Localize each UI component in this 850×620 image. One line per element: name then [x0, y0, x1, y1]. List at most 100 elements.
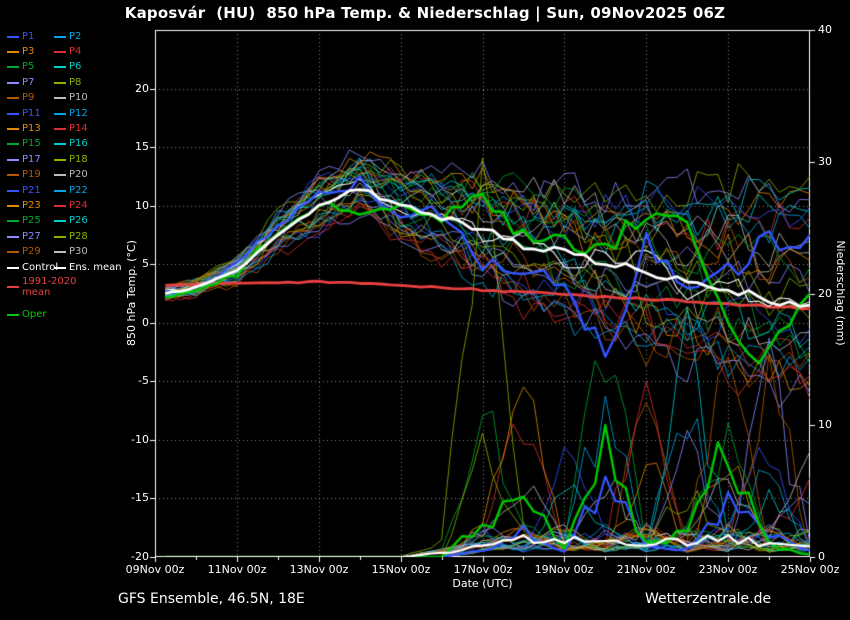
legend-member-P6: P6 — [54, 62, 101, 72]
legend-line-swatch — [7, 81, 19, 84]
temp-tick-label: -10 — [131, 433, 149, 446]
legend-row: P21 P22 — [7, 183, 132, 198]
chart-title: Kaposvár (HU) 850 hPa Temp. & Niederschl… — [124, 4, 726, 22]
legend-line-swatch — [54, 220, 66, 223]
legend-member-P7: P7 — [7, 77, 54, 88]
legend-line-swatch — [7, 51, 19, 54]
legend-row: P23 P24 — [7, 198, 132, 213]
legend-member-P19-label: P19 — [22, 169, 41, 181]
legend-member-P26-label: P26 — [69, 215, 88, 227]
legend-member-P28-label: P28 — [69, 230, 88, 242]
legend-line-swatch — [7, 266, 19, 269]
legend-gap — [7, 299, 132, 307]
legend-member-P5-label: P5 — [22, 61, 35, 73]
temp-tick-label: 15 — [135, 140, 149, 153]
legend-member-P1-label: P1 — [22, 30, 35, 42]
legend-member-P4: P4 — [54, 47, 101, 57]
legend-member-P12-label: P12 — [69, 107, 88, 119]
legend-line-swatch — [54, 266, 66, 269]
legend-member-P13: P13 — [7, 124, 54, 134]
legend-member-P23-label: P23 — [22, 199, 41, 211]
legend-member-P20: P20 — [54, 170, 101, 180]
temp-tick-label: 0 — [142, 316, 149, 329]
legend-line-swatch — [7, 112, 19, 115]
legend-row: P27 P28 — [7, 229, 132, 244]
right-axis-title: Niederschlag (mm) — [834, 240, 847, 346]
legend-member-P22-label: P22 — [69, 184, 88, 196]
legend-control-label: Control — [22, 261, 59, 273]
legend-line-swatch — [7, 143, 19, 146]
x-tick-label: 11Nov 00z — [207, 563, 267, 576]
legend-line-swatch — [7, 66, 19, 69]
legend-line-swatch — [54, 143, 66, 146]
precip-tick-label: 10 — [818, 418, 832, 431]
x-tick-label: 17Nov 00z — [453, 563, 513, 576]
legend-member-P25: P25 — [7, 216, 54, 226]
legend-row: P17 P18 — [7, 152, 132, 167]
temp-tick-label: -15 — [131, 491, 149, 504]
legend-control: Control — [7, 262, 58, 273]
x-tick-label: 25Nov 00z — [780, 563, 840, 576]
legend-member-P22: P22 — [54, 184, 101, 196]
legend-row: Control Ens. mean — [7, 260, 132, 275]
legend-line-swatch — [54, 189, 66, 192]
legend-row: P19 P20 — [7, 168, 132, 183]
legend-member-P30: P30 — [54, 247, 101, 257]
x-tick-label: 15Nov 00z — [371, 563, 431, 576]
legend-member-P9-label: P9 — [22, 92, 35, 104]
legend-member-P30-label: P30 — [69, 246, 88, 258]
legend-line-swatch — [54, 158, 66, 161]
legend-line-swatch — [7, 313, 19, 316]
legend-oper-label: Oper — [22, 308, 47, 320]
temp-tick-label: -20 — [131, 550, 149, 563]
legend-member-P29-label: P29 — [22, 246, 41, 258]
precip-tick-label: 20 — [818, 287, 832, 300]
temp-tick-label: -5 — [138, 374, 149, 387]
legend-member-P13-label: P13 — [22, 123, 41, 135]
legend-member-P4-label: P4 — [69, 46, 82, 58]
legend-member-P20-label: P20 — [69, 169, 88, 181]
legend-line-swatch — [7, 251, 19, 254]
legend-member-P8: P8 — [54, 77, 101, 88]
legend-member-P14-label: P14 — [69, 123, 88, 135]
legend-line-swatch — [54, 235, 66, 238]
precip-tick-label: 0 — [818, 550, 825, 563]
legend-member-P17-label: P17 — [22, 153, 41, 165]
legend-line-swatch — [7, 128, 19, 131]
legend-member-P10: P10 — [54, 93, 101, 103]
legend-row: P13 P14 — [7, 121, 132, 136]
legend-member-P11: P11 — [7, 108, 54, 119]
legend-line-swatch — [54, 251, 66, 254]
footer-brand: Wetterzentrale.de — [645, 591, 772, 607]
legend-line-swatch — [54, 204, 66, 207]
legend-member-P14: P14 — [54, 124, 101, 134]
legend-member-P18-label: P18 — [69, 153, 88, 165]
legend-line-swatch — [54, 81, 66, 84]
legend-row: P5 P6 — [7, 60, 132, 75]
legend-row: P9 P10 — [7, 91, 132, 106]
legend-member-P10-label: P10 — [69, 92, 88, 104]
legend-line-swatch — [7, 158, 19, 161]
legend-line-swatch — [7, 174, 19, 177]
legend-line-swatch — [54, 35, 66, 38]
legend-line-swatch — [7, 286, 19, 289]
legend-member-P6-label: P6 — [69, 61, 82, 73]
legend-member-P16-label: P16 — [69, 138, 88, 150]
x-tick-label: 21Nov 00z — [616, 563, 676, 576]
legend-member-P3: P3 — [7, 47, 54, 57]
legend-member-P5: P5 — [7, 62, 54, 72]
legend-row: P11 P12 — [7, 106, 132, 121]
legend-member-P1: P1 — [7, 30, 54, 42]
legend-clim-mean: 1991-2020 mean — [7, 275, 132, 299]
legend-line-swatch — [7, 235, 19, 238]
legend-member-P15-label: P15 — [22, 138, 41, 150]
footer-model-info: GFS Ensemble, 46.5N, 18E — [118, 591, 305, 607]
legend-line-swatch — [54, 112, 66, 115]
legend-row: P7 P8 — [7, 75, 132, 90]
legend-member-P27-label: P27 — [22, 230, 41, 242]
legend-member-P19: P19 — [7, 170, 54, 180]
legend-member-P23: P23 — [7, 199, 54, 211]
x-axis-title: Date (UTC) — [452, 577, 513, 590]
legend-ens-mean-label: Ens. mean — [69, 261, 122, 273]
